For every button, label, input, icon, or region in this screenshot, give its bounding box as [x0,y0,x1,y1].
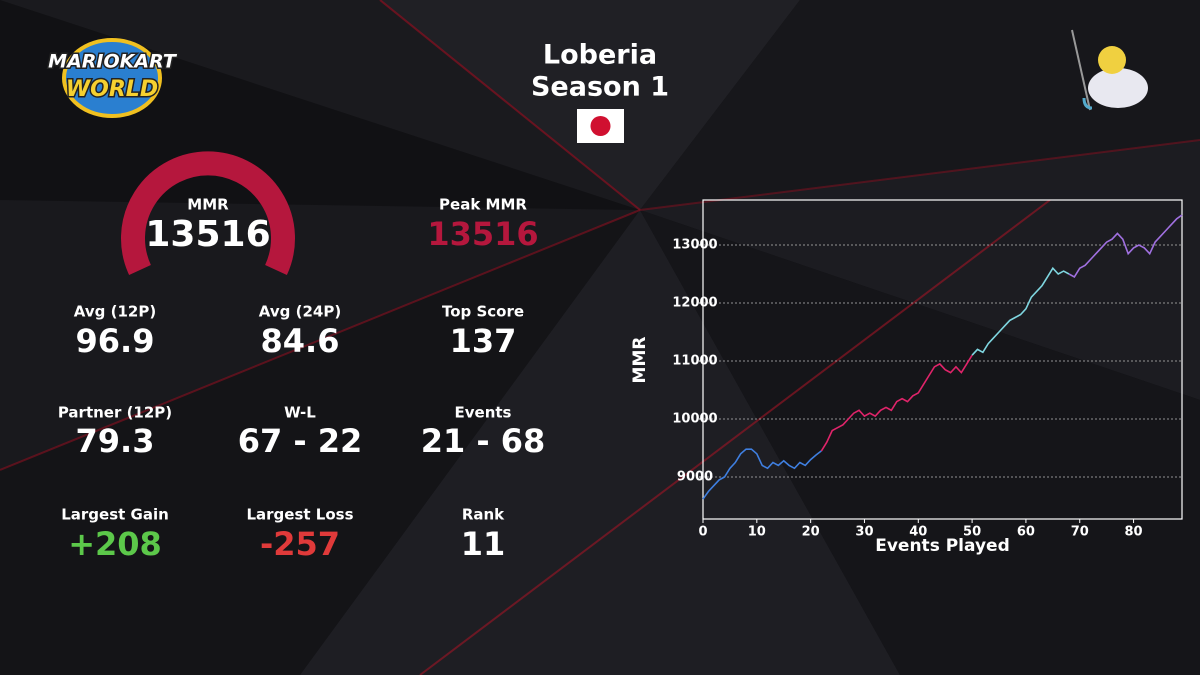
y-axis-label: MMR [630,337,650,384]
stat-label: MMR [187,196,229,214]
x-tick-label: 70 [1071,525,1089,540]
x-tick-label: 10 [748,525,766,540]
x-axis-label: Events Played [875,536,1010,556]
flag [577,109,624,143]
stat-value: 21 - 68 [421,422,546,460]
subtitle: Season 1 [531,72,669,103]
logo-text: MARIOKART [48,51,178,73]
x-tick-label: 50 [963,525,981,540]
stat-label: Largest Loss [246,506,353,524]
x-tick-label: 20 [802,525,820,540]
stat-label: Rank [462,506,505,524]
logo-text: WORLD [66,77,158,102]
mmr-line [971,266,1070,356]
stat-value: 96.9 [76,322,155,360]
y-tick-label: 13000 [672,238,717,253]
stat-value: 11 [461,525,506,563]
mmr-line [1068,214,1183,278]
title: Loberia [543,40,657,71]
stat-value: +208 [68,525,162,563]
x-tick-label: 40 [909,525,927,540]
stat-label: Largest Gain [61,506,169,524]
logo: MARIOKART WORLD [47,38,179,118]
y-tick-label: 9000 [677,470,713,485]
y-tick-label: 10000 [672,412,717,427]
mmr-line [702,448,822,500]
stat-value: 79.3 [76,422,155,460]
plot-frame [702,199,1183,520]
stat-label: W-L [284,404,316,422]
gauge [121,151,295,276]
stat-label: Events [455,404,512,422]
stat-value: -257 [260,525,340,563]
stat-label: Avg (24P) [259,303,341,321]
stat-label: Partner (12P) [58,404,172,422]
x-tick-label: 80 [1125,525,1143,540]
y-tick-label: 11000 [672,354,717,369]
stat-value: 13516 [145,214,270,255]
y-tick-label: 12000 [672,296,717,311]
stat-label: Top Score [442,303,524,321]
mascot [1071,29,1148,111]
stat-value: 84.6 [261,322,340,360]
stat-value: 137 [450,322,517,360]
x-tick-label: 30 [855,525,873,540]
x-tick-label: 0 [698,525,707,540]
stat-value: 67 - 22 [238,422,363,460]
mmr-line [820,354,973,452]
x-tick-label: 60 [1017,525,1035,540]
stat-label: Avg (12P) [74,303,156,321]
stat-value: 13516 [427,215,538,253]
stat-label: Peak MMR [439,196,527,214]
